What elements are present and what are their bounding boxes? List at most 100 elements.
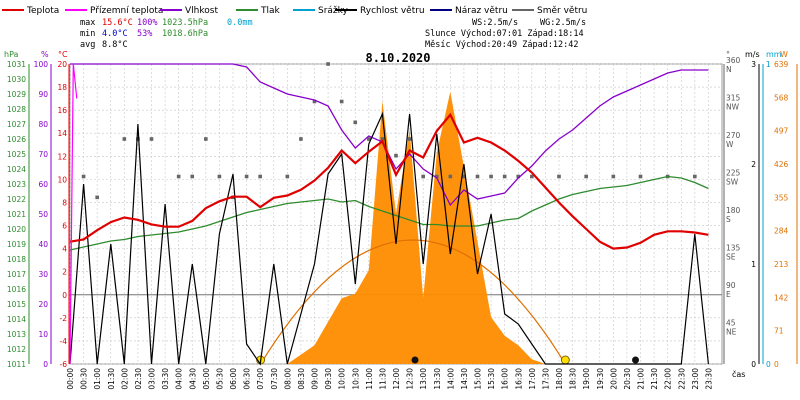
legend-label: Teplota — [26, 6, 59, 16]
tick-label-dir-deg: 180 — [726, 206, 741, 215]
left-axes: hPa% °C1011101210131014101510161017101810… — [4, 50, 70, 369]
temperature-line — [69, 112, 709, 250]
tick-label-wind: 2 — [751, 160, 756, 169]
x-tick-label: 00:00 — [66, 368, 75, 390]
tick-label-temp: 14 — [57, 129, 67, 138]
x-tick-label: 02:00 — [120, 368, 129, 390]
wind-dir-point — [557, 174, 561, 179]
wind-dir-point — [475, 174, 480, 179]
x-tick-label: 12:00 — [392, 368, 401, 390]
x-axis: 00:00 00:30 01:00 01:30 02:00 02:30 03:00 03:30… — [66, 368, 745, 390]
tick-label-solar: 213 — [774, 260, 789, 269]
legend-label: Tlak — [260, 6, 281, 16]
stat-avg-temp: 8.8°C — [102, 40, 128, 50]
wind-dir-point — [693, 174, 697, 179]
plot-area — [69, 62, 709, 366]
tick-label-humidity: 30 — [38, 270, 48, 279]
tick-label-solar: 142 — [774, 293, 789, 302]
tick-label-pressure: 1014 — [7, 315, 26, 324]
stat-max-press: 1023.5hPa — [162, 18, 208, 28]
tick-label-dir-name: E — [726, 290, 731, 299]
wind-dir-point — [394, 153, 398, 158]
wind-dir-point — [122, 137, 127, 141]
tick-label-pressure: 1013 — [7, 330, 26, 339]
tick-label-rain: 1 — [766, 60, 771, 69]
wind-dir-point — [326, 62, 330, 66]
sunset-marker — [560, 355, 570, 365]
x-tick-label: 10:30 — [351, 368, 360, 390]
tick-label-pressure: 1012 — [7, 345, 26, 354]
tick-label-pressure: 1018 — [7, 255, 26, 264]
legend-label: Náraz větru — [455, 6, 508, 16]
legend-label: Přízemní teplota — [90, 6, 163, 16]
tick-label-dir-name: SE — [726, 253, 736, 262]
x-tick-label: 08:00 — [283, 368, 292, 390]
stat-avg-label: avg — [80, 40, 95, 50]
x-tick-label: 19:00 — [582, 368, 591, 390]
x-tick-label: 10:00 — [338, 368, 347, 390]
tick-label-pressure: 1024 — [7, 165, 26, 174]
tick-label-humidity: 90 — [38, 90, 48, 99]
x-tick-label: 13:30 — [433, 368, 442, 390]
ground-temperature-line — [69, 63, 78, 365]
x-axis-label: čas — [732, 369, 745, 379]
tick-label-pressure: 1031 — [7, 60, 26, 69]
x-tick-label: 11:00 — [365, 368, 374, 390]
x-tick-label: 19:30 — [596, 368, 605, 390]
stat-ws: WS:2.5m/s — [472, 18, 518, 28]
x-tick-label: 20:00 — [609, 368, 618, 390]
tick-label-dir-deg: 360 — [726, 56, 741, 65]
x-tick-label: 05:00 — [202, 368, 211, 390]
wind-speed-line — [69, 111, 709, 366]
tick-label-pressure: 1030 — [7, 75, 26, 84]
stat-max-temp: 15.6°C — [102, 18, 133, 28]
x-tick-label: 01:00 — [93, 368, 102, 390]
tick-label-dir-name: NW — [726, 103, 740, 112]
x-tick-label: 04:30 — [188, 368, 197, 390]
tick-label-pressure: 1027 — [7, 120, 26, 129]
x-tick-label: 00:30 — [80, 368, 89, 390]
axis-header-mm: mm — [766, 50, 782, 59]
tick-label-temp: 20 — [57, 60, 67, 69]
tick-label-temp: 12 — [57, 152, 67, 161]
pressure-line — [69, 175, 709, 251]
tick-label-temp: -4 — [60, 337, 68, 346]
x-tick-label: 16:00 — [501, 368, 510, 390]
x-tick-label: 17:00 — [528, 368, 537, 390]
x-tick-label: 04:00 — [175, 368, 184, 390]
x-tick-label: 08:30 — [297, 368, 306, 390]
tick-label-humidity: 0 — [43, 360, 48, 369]
x-tick-label: 05:30 — [215, 368, 224, 390]
tick-label-dir-name: SW — [726, 178, 739, 187]
x-tick-label: 03:30 — [161, 368, 170, 390]
tick-label-pressure: 1015 — [7, 300, 26, 309]
x-tick-label: 03:00 — [148, 368, 157, 390]
x-tick-label: 14:30 — [460, 368, 469, 390]
tick-label-pressure: 1017 — [7, 270, 26, 279]
wind-dir-point — [217, 174, 222, 179]
wind-dir-point — [638, 174, 643, 179]
stat-wg: WG:2.5m/s — [540, 18, 586, 28]
tick-label-solar: 497 — [774, 127, 789, 136]
tick-label-solar: 568 — [774, 93, 789, 102]
stat-moon: Měsíc Východ:20:49 Západ:12:42 — [425, 40, 579, 50]
x-tick-label: 23:00 — [691, 368, 700, 390]
tick-label-pressure: 1028 — [7, 105, 26, 114]
wind-dir-point — [421, 174, 425, 179]
wind-dir-point — [204, 137, 208, 141]
tick-label-temp: 16 — [57, 106, 67, 115]
wind-dir-point — [502, 174, 507, 179]
tick-label-dir-name: S — [726, 215, 731, 224]
right-axes: ° m/s mmW45NE90E135SE180S225SW270W315NW360… — [723, 50, 798, 369]
tick-label-temp: 10 — [57, 175, 67, 184]
tick-label-pressure: 1022 — [7, 195, 26, 204]
wind-dir-point — [190, 174, 195, 179]
x-tick-label: 02:30 — [134, 368, 143, 390]
tick-label-dir-deg: 135 — [726, 244, 741, 253]
tick-label-humidity: 60 — [38, 180, 48, 189]
axis-header-deg: ° — [726, 50, 730, 59]
tick-label-solar: 0 — [774, 360, 779, 369]
wind-dir-point — [95, 195, 99, 200]
tick-label-dir-name: N — [726, 65, 732, 74]
tick-label-humidity: 10 — [38, 330, 48, 339]
